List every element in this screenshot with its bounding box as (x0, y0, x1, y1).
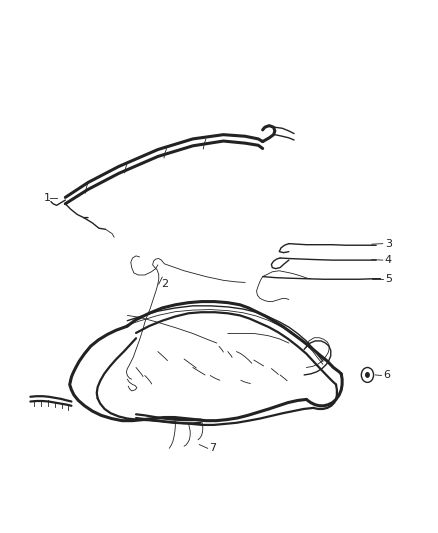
Text: 1: 1 (43, 193, 50, 204)
Text: 6: 6 (384, 370, 391, 381)
Text: 2: 2 (161, 279, 169, 289)
Text: 7: 7 (209, 443, 216, 453)
Text: 3: 3 (385, 239, 392, 248)
Text: 5: 5 (385, 274, 392, 284)
Circle shape (365, 372, 370, 378)
Text: 4: 4 (385, 255, 392, 265)
